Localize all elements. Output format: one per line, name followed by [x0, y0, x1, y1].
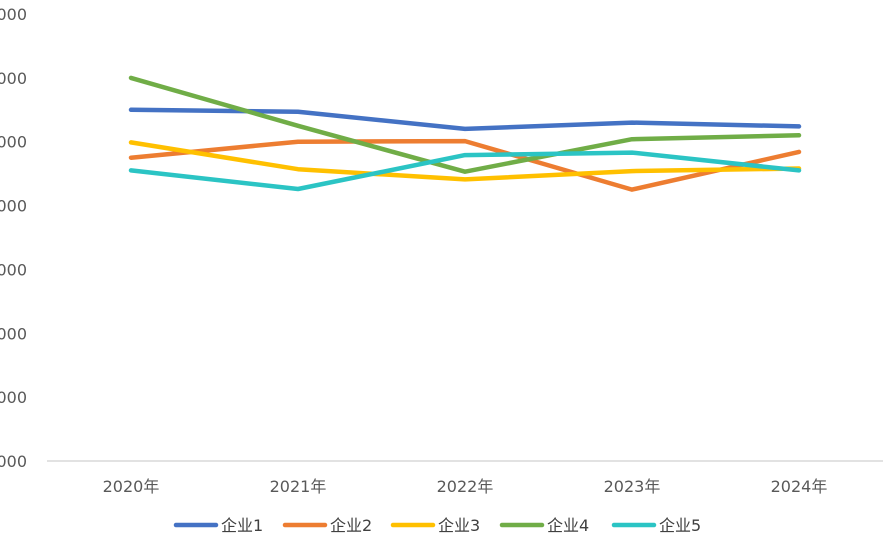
x-tick-label: 2022年	[437, 477, 494, 496]
legend-label: 企业1	[221, 516, 263, 535]
x-tick-label: 2023年	[604, 477, 661, 496]
legend-label: 企业3	[438, 516, 480, 535]
x-axis-ticks: 2020年 2021年 2022年 2023年 2024年	[103, 477, 828, 496]
series-line-2	[128, 138, 802, 192]
series-line-1	[128, 107, 802, 132]
legend: 企业1 企业2 企业3 企业4 企业5	[173, 516, 701, 535]
series-line-4	[128, 75, 802, 174]
series-line-3	[128, 140, 802, 182]
legend-item-4: 企业4	[499, 516, 589, 535]
legend-item-3: 企业3	[390, 516, 480, 535]
legend-label: 企业4	[547, 516, 589, 535]
x-tick-label: 2021年	[270, 477, 327, 496]
legend-item-5: 企业5	[611, 516, 701, 535]
legend-item-2: 企业2	[282, 516, 372, 535]
series-line-5	[128, 150, 802, 192]
series-layer	[128, 75, 802, 192]
legend-item-1: 企业1	[173, 516, 263, 535]
legend-label: 企业2	[330, 516, 372, 535]
x-tick-label: 2020年	[103, 477, 160, 496]
x-tick-label: 2024年	[771, 477, 828, 496]
legend-label: 企业5	[659, 516, 701, 535]
